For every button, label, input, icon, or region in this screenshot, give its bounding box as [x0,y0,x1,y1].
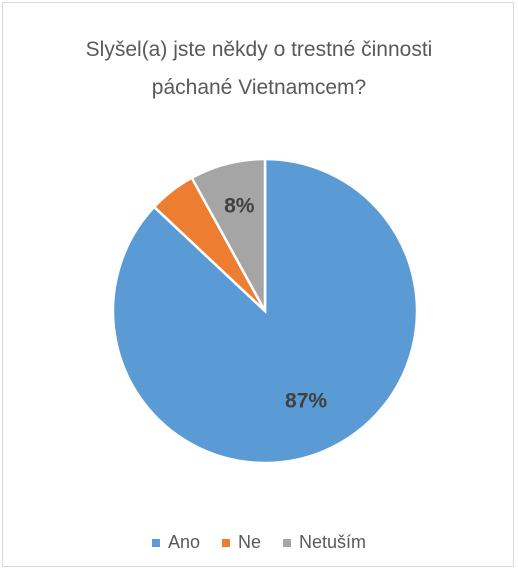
legend-label: Netuším [299,532,366,552]
pie-slice [111,157,419,465]
chart-title: Slyšel(a) jste někdy o trestné činnosti … [85,38,433,99]
legend-swatch [221,539,230,547]
legend-swatch [151,539,160,547]
legend-label: Ano [168,532,200,552]
pie-slice [190,157,267,312]
data-label: 87% [285,389,327,412]
legend-swatch [283,539,292,547]
legend-label: Ne [238,532,261,552]
chart-frame [2,2,514,567]
data-label: 8% [224,194,255,217]
